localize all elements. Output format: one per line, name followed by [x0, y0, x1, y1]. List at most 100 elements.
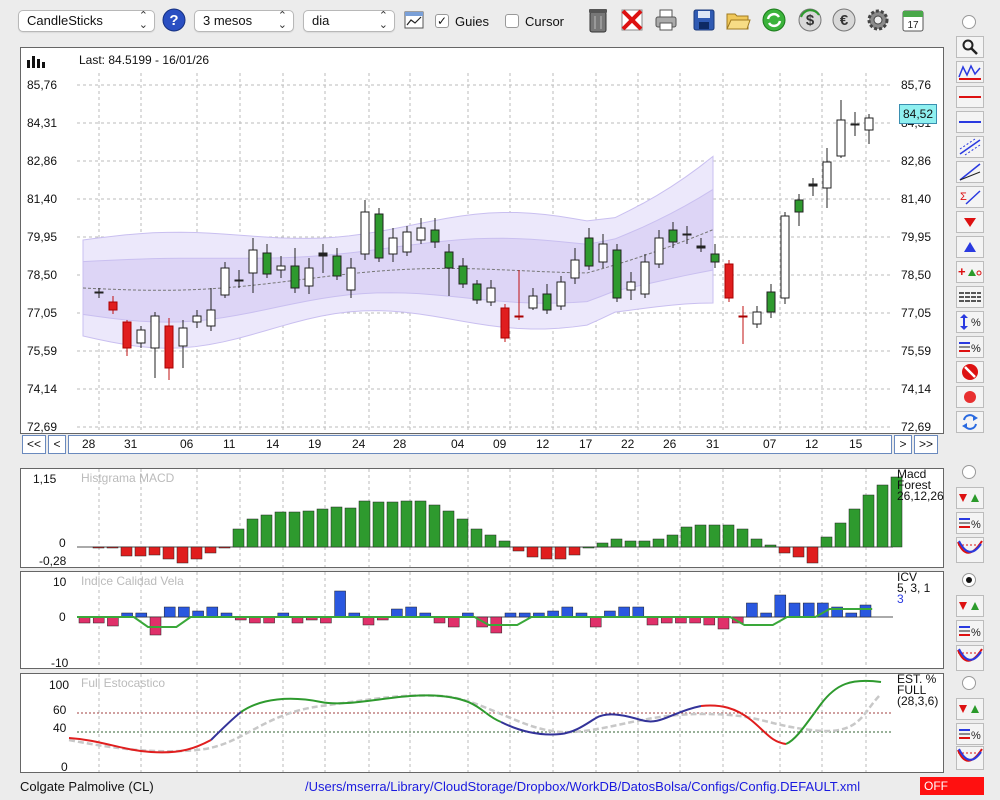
indicator-params-icon[interactable]: % [956, 723, 984, 745]
nav-prev-button[interactable]: < [48, 435, 66, 454]
cursor-checkbox[interactable] [505, 14, 519, 28]
time-axis-scrollbar[interactable]: 28 31 06 11 14 19 24 28 04 09 12 17 22 26 31 07 12 15 [68, 435, 892, 454]
guies-checkbox[interactable]: ✓ [435, 14, 449, 28]
stochastic-fast-line-blue [560, 705, 702, 735]
trend-channel-icon[interactable] [956, 136, 984, 158]
arrow-down-red-icon[interactable] [956, 211, 984, 233]
period-select[interactable]: 3 mesos ⌃ ⌄ [194, 10, 294, 32]
arrow-up-blue-icon[interactable] [956, 236, 984, 258]
record-icon[interactable] [956, 386, 984, 408]
price-overlay-icon[interactable] [956, 61, 984, 83]
icv-legend-line: ICV [897, 570, 918, 584]
period-value: 3 mesos [203, 13, 253, 28]
stochastic-panel-radio[interactable] [962, 676, 976, 690]
y-tick-label-left: 82,86 [27, 154, 57, 168]
macd-bar [386, 501, 399, 548]
candle-body [710, 253, 720, 263]
interval-select[interactable]: dia ⌃ ⌄ [303, 10, 395, 32]
macd-canvas[interactable]: 1,15 0 -0,28 [21, 469, 943, 567]
x-tick-label: 09 [493, 437, 507, 451]
currency-euro-icon[interactable]: € [830, 6, 858, 34]
oscillator-curve-icon[interactable] [956, 537, 984, 563]
macd-bar [596, 542, 609, 548]
svg-text:%: % [971, 343, 981, 355]
price-chart-canvas[interactable]: 85,7685,7684,3184,3182,8682,8681,4081,40… [21, 48, 943, 433]
off-status-badge[interactable]: OFF [920, 777, 984, 795]
print-icon[interactable] [652, 6, 680, 34]
stochastic-fast-line-red [700, 704, 787, 745]
move-up-down-icon[interactable] [956, 698, 984, 720]
trash-icon[interactable] [584, 6, 612, 34]
macd-bar [288, 511, 301, 548]
y-tick-label-right: 85,76 [901, 78, 931, 92]
refresh-icon[interactable] [760, 6, 788, 34]
macd-bar [722, 524, 735, 548]
macd-bar [890, 476, 903, 548]
add-markers-icon[interactable]: + [956, 261, 984, 283]
currency-dollar-icon[interactable]: $ [796, 6, 824, 34]
multi-line-icon[interactable] [956, 286, 984, 308]
zoom-icon[interactable] [956, 36, 984, 58]
macd-bar [708, 524, 721, 548]
oscillator-curve-icon[interactable] [956, 746, 984, 770]
macd-bar [498, 540, 511, 548]
move-up-down-icon[interactable] [956, 595, 984, 617]
macd-bar [834, 522, 847, 548]
y-tick-label-right: 75,59 [901, 344, 931, 358]
updown-chevron-icon: ⌃ ⌄ [378, 10, 388, 31]
icv-bar [405, 606, 417, 618]
gear-icon[interactable] [864, 6, 892, 34]
move-up-down-icon[interactable] [956, 487, 984, 509]
percent-range-icon[interactable]: % [956, 311, 984, 333]
candle-body [192, 315, 202, 323]
icv-canvas[interactable]: 10 0 -10 [21, 572, 943, 668]
candle-body [738, 315, 748, 318]
candle-body [444, 251, 454, 269]
macd-panel-radio[interactable] [962, 465, 976, 479]
fan-lines-icon[interactable] [956, 161, 984, 183]
percent-lines-icon[interactable]: % [956, 336, 984, 358]
folder-open-icon[interactable] [724, 6, 752, 34]
y-tick-label-left: 72,69 [27, 420, 57, 433]
indicator-params-icon[interactable]: % [956, 512, 984, 534]
icv-bar [589, 616, 602, 628]
oscillator-curve-icon[interactable] [956, 645, 984, 671]
candle-body [374, 213, 384, 259]
swap-arrows-icon[interactable] [956, 411, 984, 433]
candle-body [206, 309, 216, 327]
horizontal-line-red-icon[interactable] [956, 86, 984, 108]
candle-body [542, 293, 552, 311]
macd-bar [204, 546, 217, 554]
macd-bar [106, 546, 119, 549]
status-bar: Colgate Palmolive (CL) /Users/mserra/Lib… [0, 774, 1000, 800]
indicator-params-icon[interactable]: % [956, 620, 984, 642]
horizontal-line-blue-icon[interactable] [956, 111, 984, 133]
help-icon[interactable]: ? [160, 6, 188, 34]
macd-bar [680, 526, 693, 548]
save-icon[interactable] [690, 6, 718, 34]
icv-panel-radio[interactable] [962, 573, 976, 587]
sigma-regression-icon[interactable]: Σ [956, 186, 984, 208]
stochastic-canvas[interactable]: 100 60 40 0 [21, 674, 943, 772]
y-tick-label: -10 [51, 656, 69, 668]
chart-window-icon[interactable] [400, 6, 428, 34]
nav-first-button[interactable]: << [22, 435, 46, 454]
x-tick-label: 15 [849, 437, 863, 451]
main-panel-radio[interactable] [962, 15, 976, 29]
calendar-icon[interactable]: 17 [899, 6, 927, 34]
y-tick-label: -0,28 [39, 554, 67, 567]
chart-type-select[interactable]: CandleSticks ⌃ ⌄ [18, 10, 155, 32]
x-tick-label: 19 [308, 437, 322, 451]
no-entry-icon[interactable] [956, 361, 984, 383]
icv-bar [731, 616, 744, 624]
x-tick-label: 31 [706, 437, 720, 451]
nav-last-button[interactable]: >> [914, 435, 938, 454]
macd-legend: Macd Forest 26,12,26 [897, 468, 944, 502]
candle-body [514, 315, 524, 318]
nav-next-button[interactable]: > [894, 435, 912, 454]
macd-bar [526, 546, 539, 558]
delete-chart-icon[interactable] [618, 6, 646, 34]
icv-signal-line [77, 608, 873, 628]
config-path-link[interactable]: /Users/mserra/Library/CloudStorage/Dropb… [305, 779, 861, 794]
macd-bar [176, 546, 189, 564]
